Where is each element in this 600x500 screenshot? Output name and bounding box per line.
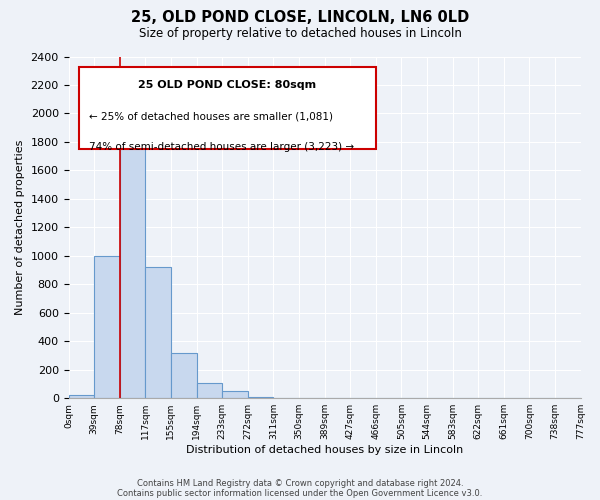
Text: 25 OLD POND CLOSE: 80sqm: 25 OLD POND CLOSE: 80sqm [138,80,316,90]
Text: Contains public sector information licensed under the Open Government Licence v3: Contains public sector information licen… [118,488,482,498]
Text: 25, OLD POND CLOSE, LINCOLN, LN6 0LD: 25, OLD POND CLOSE, LINCOLN, LN6 0LD [131,10,469,25]
Text: Contains HM Land Registry data © Crown copyright and database right 2024.: Contains HM Land Registry data © Crown c… [137,478,463,488]
Bar [222,391,248,398]
Bar [68,394,94,398]
Text: ← 25% of detached houses are smaller (1,081): ← 25% of detached houses are smaller (1,… [89,111,333,121]
Bar [197,384,222,398]
Y-axis label: Number of detached properties: Number of detached properties [15,140,25,315]
FancyBboxPatch shape [79,67,376,149]
Bar [94,256,120,398]
Bar [145,267,171,398]
Text: Size of property relative to detached houses in Lincoln: Size of property relative to detached ho… [139,28,461,40]
Bar [120,128,145,398]
X-axis label: Distribution of detached houses by size in Lincoln: Distribution of detached houses by size … [186,445,463,455]
Bar [171,352,197,398]
Text: 74% of semi-detached houses are larger (3,223) →: 74% of semi-detached houses are larger (… [89,142,354,152]
